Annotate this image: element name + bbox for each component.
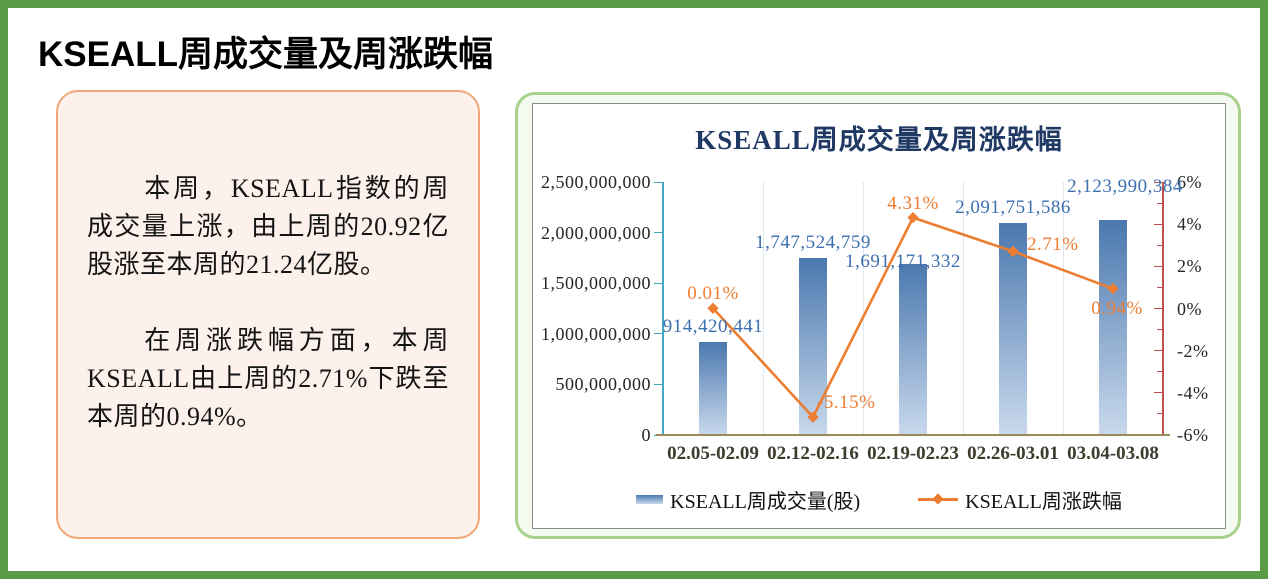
pct-value-label: 2.71% — [1027, 234, 1079, 256]
left-axis-tick-label: 500,000,000 — [555, 374, 651, 395]
volume-bar — [999, 223, 1027, 435]
chart-card: KSEALL周成交量及周涨跌幅 914,420,441 1,747,524,759… — [515, 92, 1241, 539]
right-axis-tick — [1154, 392, 1163, 394]
left-axis-tick-label: 1,500,000,000 — [541, 273, 651, 294]
chart-legend: KSEALL周成交量(股) KSEALL周涨跌幅 — [533, 485, 1225, 514]
left-axis-tick — [654, 282, 663, 284]
right-axis-tick — [1154, 265, 1163, 267]
bar-value-label: 2,123,990,384 — [1067, 176, 1183, 198]
summary-paragraph-volume: 本周，KSEALL指数的周成交量上涨，由上周的20.92亿股涨至本周的21.24… — [87, 174, 449, 279]
chart-frame: KSEALL周成交量及周涨跌幅 914,420,441 1,747,524,759… — [532, 103, 1226, 529]
right-axis-tick — [1157, 371, 1163, 373]
right-axis-tick — [1154, 181, 1163, 183]
chart-title: KSEALL周成交量及周涨跌幅 — [695, 125, 1063, 155]
left-axis-tick-label: 2,000,000,000 — [541, 222, 651, 243]
bar-value-label: 1,747,524,759 — [755, 232, 871, 254]
legend-item: KSEALL周成交量(股) — [636, 485, 860, 514]
bar-value-label: 2,091,751,586 — [955, 197, 1071, 219]
right-axis-tick-label: 6% — [1177, 172, 1202, 192]
left-axis-tick-label: 2,500,000,000 — [541, 172, 651, 192]
right-axis-tick-label: -2% — [1177, 340, 1209, 361]
right-axis-tick — [1154, 350, 1163, 352]
legend-swatch-bar — [636, 494, 664, 504]
left-axis-tick — [654, 333, 663, 335]
gridline — [962, 182, 964, 434]
right-axis-tick — [1157, 202, 1163, 204]
right-axis-tick — [1154, 308, 1163, 309]
gridline — [862, 182, 864, 434]
left-axis-line — [662, 182, 664, 435]
right-axis-tick — [1157, 413, 1163, 415]
bar-value-label: 1,691,171,332 — [845, 250, 961, 272]
x-axis-label: 02.05-02.09 — [667, 443, 759, 464]
page-title: KSEALL周成交量及周涨跌幅 — [38, 35, 494, 74]
x-axis-label: 02.26-03.01 — [967, 443, 1059, 464]
x-axis-label: 03.04-03.08 — [1067, 443, 1159, 464]
right-axis-line — [1162, 182, 1164, 435]
right-axis-tick — [1157, 329, 1163, 331]
right-axis-tick-label: 4% — [1177, 214, 1202, 235]
legend-marker-line-diamond — [918, 493, 959, 505]
summary-paragraph-change: 在周涨跌幅方面，本周KSEALL由上周的2.71%下跌至本周的0.94%。 — [87, 326, 449, 431]
legend-item: KSEALL周涨跌幅 — [918, 485, 1122, 514]
x-axis-label: 02.12-02.16 — [767, 443, 859, 464]
legend-label: KSEALL周成交量(股) — [670, 490, 861, 513]
line-marker-diamond — [1007, 245, 1019, 258]
right-axis-tick — [1157, 286, 1163, 288]
plot-area: 914,420,441 1,747,524,759 1,691,171,332 2,0… — [654, 176, 1182, 464]
right-axis-tick-label: -6% — [1177, 425, 1209, 445]
left-axis-tick — [654, 181, 663, 183]
left-axis-tick-label: 0 — [641, 425, 651, 445]
left-axis-tick-label: 1,000,000,000 — [541, 323, 651, 344]
gridline — [762, 182, 764, 434]
pct-value-label: -5.15% — [817, 392, 876, 414]
legend-label: KSEALL周涨跌幅 — [965, 490, 1122, 513]
volume-bar — [1099, 220, 1127, 435]
volume-bar — [899, 263, 927, 435]
summary-box: 本周，KSEALL指数的周成交量上涨，由上周的20.92亿股涨至本周的21.24… — [56, 90, 480, 539]
x-axis-label: 02.19-02.23 — [867, 443, 959, 464]
pct-line-series — [707, 211, 1119, 423]
pct-value-label: 4.31% — [887, 192, 939, 214]
bar-value-label: 914,420,441 — [662, 316, 764, 338]
legend-diamond — [932, 493, 944, 505]
right-axis-tick-label: 0% — [1177, 298, 1202, 319]
line-marker-diamond — [1107, 283, 1119, 295]
line-marker-diamond — [907, 211, 919, 224]
right-axis-tick-label: -4% — [1177, 382, 1209, 403]
line-marker-diamond — [707, 302, 719, 314]
right-axis-tick-label: 2% — [1177, 256, 1202, 277]
right-axis-tick — [1154, 223, 1163, 225]
right-axis-tick — [1157, 244, 1163, 246]
x-axis-line — [656, 433, 1170, 436]
pct-value-label: 0.01% — [687, 283, 739, 305]
pct-value-label: 0.94% — [1091, 297, 1143, 319]
gridline — [1062, 182, 1064, 434]
left-axis-tick — [654, 232, 663, 234]
left-axis-tick — [654, 383, 663, 385]
volume-bar — [699, 342, 727, 435]
line-marker-diamond — [807, 411, 819, 423]
